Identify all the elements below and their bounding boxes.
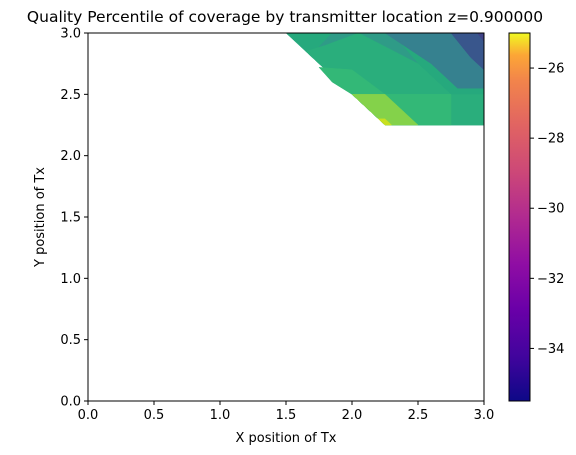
y-tick-label: 0.5 — [60, 333, 81, 348]
x-tick-label: 1.0 — [210, 408, 231, 423]
x-tick-label: 0.0 — [78, 408, 99, 423]
x-tick-label: 3.0 — [474, 408, 495, 423]
y-axis-label: Y position of Tx — [33, 167, 48, 268]
colorbar — [509, 33, 530, 401]
y-tick-label: 2.5 — [60, 88, 81, 103]
x-axis-ticks: 0.0 0.5 1.0 1.5 2.0 2.5 3.0 — [78, 401, 495, 423]
y-axis-ticks: 0.0 0.5 1.0 1.5 2.0 2.5 3.0 — [60, 27, 88, 410]
colorbar-ticks: −26 −28 −30 −32 −34 — [530, 62, 564, 357]
y-tick-label: 2.0 — [60, 149, 81, 164]
y-tick-label: 1.0 — [60, 272, 81, 287]
plot-area — [88, 33, 484, 401]
x-tick-label: 2.5 — [408, 408, 429, 423]
chart-title: Quality Percentile of coverage by transm… — [27, 8, 543, 26]
x-tick-label: 1.5 — [276, 408, 297, 423]
colorbar-tick-label: −28 — [537, 132, 564, 147]
contour-regions — [286, 33, 484, 125]
y-tick-label: 3.0 — [60, 27, 81, 42]
x-tick-label: 2.0 — [342, 408, 363, 423]
x-tick-label: 0.5 — [144, 408, 165, 423]
colorbar-tick-label: −26 — [537, 62, 564, 77]
x-axis-label: X position of Tx — [236, 431, 337, 446]
colorbar-tick-label: −34 — [537, 342, 564, 357]
y-tick-label: 0.0 — [60, 395, 81, 410]
colorbar-tick-label: −32 — [537, 272, 564, 287]
colorbar-tick-label: −30 — [537, 202, 564, 217]
y-tick-label: 1.5 — [60, 211, 81, 226]
